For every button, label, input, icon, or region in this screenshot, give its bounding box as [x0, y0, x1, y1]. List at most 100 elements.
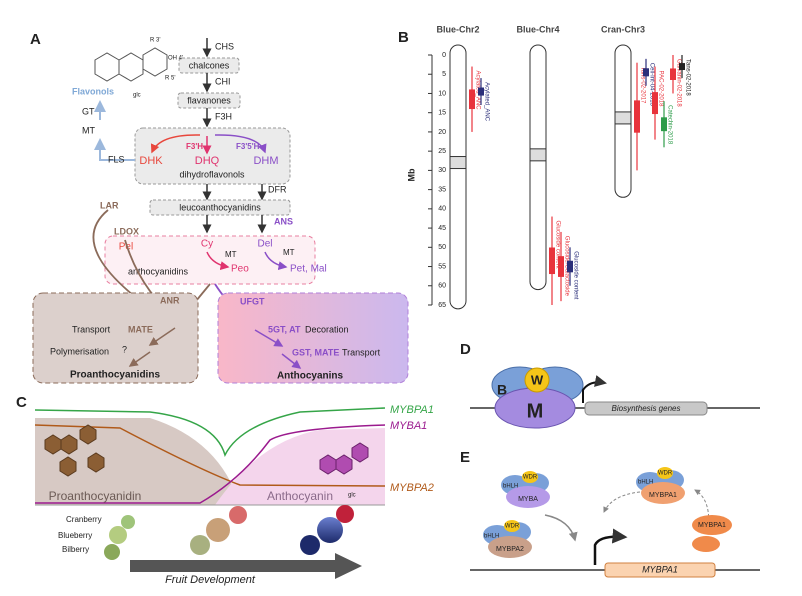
panel-b: B Mb 0 5 10 15 20 25 30 35 40 45 50 55 60 65 Blue-Chr2… [398, 24, 690, 310]
qtl-peak [469, 89, 475, 110]
enzyme: CHS [215, 41, 234, 51]
compound: Cy [201, 239, 213, 250]
qtl-label: Tans-02-2018 [684, 59, 690, 96]
axis-label: Fruit Development [165, 574, 256, 586]
enzyme: GT [82, 106, 95, 116]
centromere [449, 156, 467, 170]
chromosome-name: Cran-Chr3 [601, 24, 645, 34]
qtl-peak [558, 256, 564, 277]
qtl-label: Glucoside/Galactoside [563, 236, 569, 297]
enzyme: F3H [215, 111, 232, 121]
centromere [614, 111, 632, 125]
area-label: Proanthocyanidin [49, 489, 142, 503]
atom-label: R 3' [150, 38, 160, 44]
panel-label: E [460, 449, 470, 466]
tick-label: 40 [438, 206, 446, 213]
tick-label: 15 [438, 110, 446, 117]
process: Transport [342, 347, 381, 357]
qtl-peak [643, 68, 649, 77]
enzyme: LAR [100, 200, 119, 210]
protein-label: W [531, 372, 544, 387]
enzyme: CHI [215, 76, 231, 86]
enzyme: DFR [268, 184, 287, 194]
tick-label: 10 [438, 90, 446, 97]
area-label: Anthocyanin [267, 489, 333, 503]
gene-label: MYBPA2 [390, 482, 434, 494]
compound: Peo [231, 264, 249, 275]
enzyme: F3'5'H [236, 142, 260, 151]
compound: dihydroflavonols [179, 169, 245, 179]
tick-label: 65 [438, 302, 446, 309]
compound: Del [257, 239, 272, 250]
qtl-peak [549, 247, 555, 275]
compound: chalcones [189, 60, 230, 70]
tick-label: 60 [438, 283, 446, 290]
qtl-peak [670, 68, 676, 80]
tick-label: 30 [438, 167, 446, 174]
enzyme: MT [82, 125, 95, 135]
gene-label: Biosynthesis genes [612, 404, 681, 413]
compound: Pet, Mal [290, 264, 327, 275]
compound: DHQ [195, 155, 220, 167]
enzyme: F3'H [186, 142, 203, 151]
process: Polymerisation [50, 346, 109, 356]
tick-label: 35 [438, 186, 446, 193]
enzyme: MT [283, 248, 295, 257]
tick-label: 20 [438, 129, 446, 136]
atom-label: glc [348, 493, 356, 499]
protein-label: WDR [658, 471, 673, 477]
tick-label: 5 [442, 71, 446, 78]
tick-label: 45 [438, 225, 446, 232]
compound: Pel [119, 242, 133, 253]
qtl-peak [652, 92, 658, 115]
process: Decoration [305, 324, 349, 334]
qtl-label: Galvanin-02-2018 [675, 59, 681, 107]
panel-d: D W B M Biosynthesis genes [460, 341, 760, 429]
protein-label: MYBPA1 [649, 492, 677, 499]
enzyme: UFGT [240, 296, 265, 306]
qtl-peak [567, 260, 573, 273]
qtl-label: Catechin-2018 [666, 105, 672, 145]
unknown: ? [122, 344, 127, 354]
enzyme: ANS [274, 216, 293, 226]
qtl-label: Acylated_ANC [474, 71, 480, 111]
qtl-peak [661, 117, 667, 132]
panel-label: C [16, 394, 27, 411]
berry-label: Cranberry [66, 515, 102, 524]
tick-label: 50 [438, 244, 446, 251]
tick-label: 55 [438, 263, 446, 270]
panel-c: C MYBPA1 MYBA1 MYBPA2 glc Proanthocyanid… [16, 394, 434, 586]
process: Transport [72, 324, 111, 334]
panel-a: A CHS chalcones CHI flavanones F3H F3'H … [30, 31, 409, 384]
enzyme: MT [225, 250, 237, 259]
protein-label: bHLH [638, 480, 653, 486]
protein-label: MYBPA2 [496, 546, 524, 553]
chromosome [529, 44, 547, 291]
protein-label: MYBA [518, 496, 538, 503]
gene-label: MYBPA1 [390, 404, 434, 416]
atom-label: glc [133, 93, 141, 99]
qtl-label: Glucoside content [572, 251, 578, 299]
qtl-label: PAC-02-2018 [657, 71, 663, 108]
compound: DHM [253, 155, 278, 167]
centromere [529, 148, 547, 162]
compound: DHK [139, 155, 163, 167]
enzyme: FLS [108, 154, 125, 164]
panel-label: D [460, 341, 471, 358]
qtl-peak [478, 87, 484, 96]
qtl-label: Tans-02-2017 [639, 67, 645, 104]
panel-e: E bHLH WDR MYBA bHLH WDR MYBPA1 MYBPA1 b… [460, 449, 760, 578]
tick-label: 25 [438, 148, 446, 155]
compound: anthocyanidins [128, 266, 189, 276]
qtl-label: Glucoside content [554, 221, 560, 269]
qtl-label: Cell-Int-04-2018 [648, 63, 654, 107]
enzyme: 5GT, AT [268, 324, 301, 334]
qtl-peak [679, 63, 685, 70]
panel-label: A [30, 31, 41, 48]
gene-label: MYBPA1 [642, 564, 678, 574]
chromosome-name: Blue-Chr4 [516, 24, 559, 34]
berry-label: Blueberry [58, 531, 92, 540]
atom-label: R 5' [165, 76, 175, 82]
enzyme: MATE [128, 324, 153, 334]
compound: leucoanthocyanidins [179, 202, 261, 212]
